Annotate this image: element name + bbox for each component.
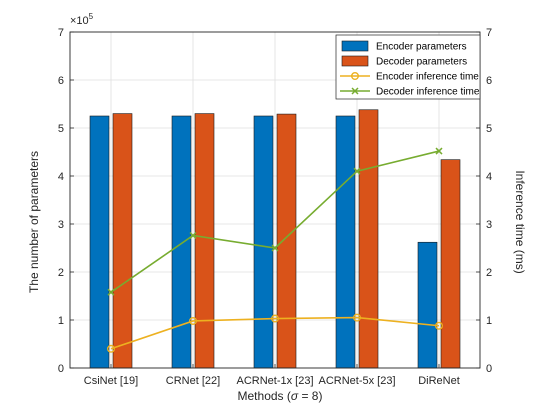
bar-decoder-parameters	[276, 113, 297, 369]
lines	[106, 147, 444, 353]
x-tick-label: CsiNet [19]	[84, 375, 138, 387]
y-right-tick-label: 0	[486, 363, 492, 375]
ticks: 0 1 2 3 4 5 6 7 0 1 2 3 4 5 6 7 CsiNet [19] CRNet [22] ACR…	[58, 27, 492, 387]
y-right-tick-label: 3	[486, 219, 492, 231]
x-marker-stroke	[271, 244, 279, 252]
y-right-tick-label: 4	[486, 171, 492, 183]
legend-items: Encoder parameters Decoder parameters Enco…	[340, 40, 480, 98]
point-decoder-inference-time	[353, 167, 361, 175]
x-marker-stroke	[435, 147, 443, 155]
y-left-tick-label: 1	[58, 315, 64, 327]
legend-label: Decoder inference time	[376, 87, 480, 98]
y-right-tick-label: 2	[486, 267, 492, 279]
y-right-tick-label: 5	[486, 123, 492, 135]
bar-decoder-parameters	[440, 159, 461, 369]
x-marker-stroke	[189, 231, 197, 240]
point-decoder-inference-time	[271, 244, 279, 252]
y-left-multiplier-label: ×105	[70, 12, 94, 27]
line-encoder-inference-time	[110, 316, 440, 350]
point-encoder-inference-time	[188, 316, 197, 325]
y-right-tick-label: 6	[486, 75, 492, 87]
y-left-tick-label: 3	[58, 219, 64, 231]
legend-marker	[351, 71, 360, 80]
y-left-tick-label: 0	[58, 363, 64, 375]
x-marker-stroke	[107, 288, 115, 296]
y-right-axis-title: Inference time (ms)	[513, 170, 527, 273]
bar-encoder-parameters	[89, 115, 110, 369]
bar-encoder-parameters	[417, 241, 438, 369]
point-encoder-inference-time	[353, 313, 362, 322]
bar-decoder-parameters	[358, 109, 379, 369]
x-marker-stroke	[353, 167, 361, 175]
point-decoder-inference-time	[435, 147, 443, 155]
x-tick-label: DiReNet	[418, 375, 460, 387]
legend-entry: Encoder inference time	[340, 72, 479, 83]
y-right-tick-label: 7	[486, 27, 492, 39]
legend-marker	[351, 87, 359, 95]
y-left-tick-label: 2	[58, 267, 64, 279]
legend-entry: Encoder parameters	[341, 40, 467, 53]
y-right-tick-label: 1	[486, 315, 492, 327]
bar-encoder-parameters	[335, 115, 356, 369]
point-decoder-inference-time	[189, 231, 197, 240]
bar-encoder-parameters	[253, 115, 274, 369]
x-tick-label: ACRNet-5x [23]	[318, 375, 395, 387]
bar-decoder-parameters	[194, 113, 215, 369]
y-left-axis-title: The number of parameters	[27, 151, 41, 293]
legend-label: Encoder inference time	[376, 72, 479, 83]
y-left-tick-label: 6	[58, 75, 64, 87]
x-tick-label: ACRNet-1x [23]	[236, 375, 313, 387]
legend-swatch	[341, 55, 369, 67]
y-left-tick-label: 4	[58, 171, 64, 183]
legend-entry: Decoder inference time	[340, 87, 480, 98]
bar-encoder-parameters	[171, 115, 192, 369]
y-left-tick-label: 5	[58, 123, 64, 135]
x-axis-title: Methods (σ = 8)	[238, 389, 323, 403]
legend-label: Encoder parameters	[376, 42, 467, 53]
bars	[89, 109, 461, 369]
point-encoder-inference-time	[106, 344, 115, 353]
y-left-tick-label: 7	[58, 27, 64, 39]
legend-entry: Decoder parameters	[341, 55, 467, 68]
point-encoder-inference-time	[271, 314, 280, 323]
point-encoder-inference-time	[435, 321, 444, 330]
legend-label: Decoder parameters	[376, 57, 467, 68]
bar-decoder-parameters	[112, 113, 133, 369]
legend: Encoder parameters Decoder parameters Enco…	[335, 34, 481, 100]
legend-swatch	[341, 40, 369, 52]
point-decoder-inference-time	[107, 288, 115, 296]
x-tick-label: CRNet [22]	[166, 375, 220, 387]
